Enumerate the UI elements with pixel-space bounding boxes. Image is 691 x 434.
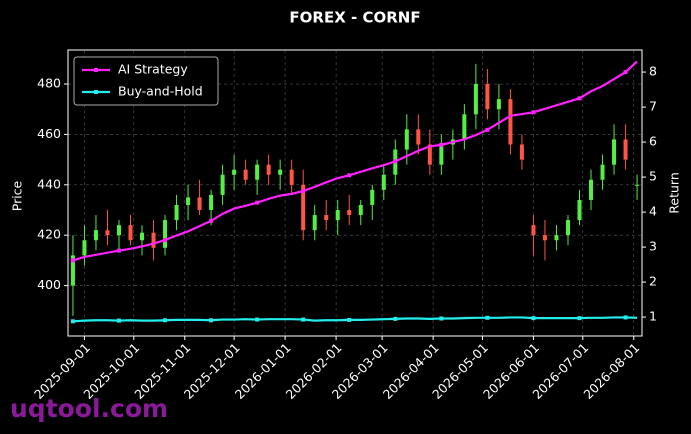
candle-body [519,144,524,160]
series-marker [485,315,490,320]
y-axis-label: Price [10,180,25,211]
candle-body [255,164,260,180]
candle-body [347,210,352,216]
candle-body [128,225,133,241]
legend-marker [94,90,98,94]
series-marker [531,110,536,115]
series-marker [209,218,214,223]
candle-body [312,215,317,231]
legend-label: AI Strategy [118,62,188,77]
candle-body [508,99,513,145]
y2-tick-label: 4 [649,204,657,219]
candle-body [151,232,156,248]
series-marker [209,318,214,323]
y2-tick-label: 3 [649,239,657,254]
candle-body [209,194,214,211]
chart-title: FOREX - CORNF [289,9,420,27]
watermark: uqtool.com [10,394,168,423]
series-marker [531,316,536,321]
candle-body [462,114,467,140]
candle-body [116,225,122,236]
y2-tick-label: 1 [649,309,657,324]
candle-body [163,220,168,248]
series-marker [255,317,260,322]
candle-body [174,204,179,221]
legend-marker [94,68,98,72]
series-marker [116,318,121,323]
y2-tick-label: 7 [649,99,657,114]
y2-tick-label: 8 [649,64,657,79]
candle-body [612,139,617,165]
candle-body [335,210,340,221]
series-marker [577,96,582,101]
series-marker [439,316,444,321]
candle-body [600,164,605,180]
candle-body [577,199,582,221]
candle-body [197,197,202,211]
y2-tick-label: 2 [649,274,657,289]
y-tick-label: 480 [37,76,61,91]
candle-body [301,184,306,231]
series-marker [70,258,75,263]
series-marker [623,315,628,320]
candle-body [324,215,329,221]
candle-body [473,84,478,115]
candle-body [635,184,640,186]
series-marker [301,317,306,322]
candle-body [427,144,432,165]
y2-axis-label: Return [667,172,682,213]
candle-body [588,179,594,200]
candle-body [186,197,191,205]
plot-frame [67,49,643,337]
y-tick-label: 420 [37,227,61,242]
candle-body [565,220,571,236]
series-marker [623,70,628,75]
candle-body [381,174,386,190]
series-marker [70,319,75,324]
series-marker [393,159,398,164]
candle-body [554,235,559,241]
candle-body [105,230,110,236]
candle-body [531,225,536,236]
series-marker [577,316,582,321]
candle-body [266,164,271,175]
candle-body [370,189,375,205]
y-tick-label: 460 [37,126,61,141]
candle-body [496,99,501,110]
candle-body [232,169,237,175]
legend-label: Buy-and-Hold [118,84,203,99]
series-marker [163,238,168,243]
series-marker [255,200,260,205]
series-marker [347,173,352,178]
candle-body [289,169,294,185]
y-tick-label: 400 [37,277,61,292]
series-marker [485,127,490,132]
y2-tick-label: 6 [649,134,657,149]
y-tick-label: 440 [37,176,61,191]
candle-body [485,84,490,110]
candle-body [220,174,225,195]
candle-body [278,169,283,175]
candle-body [82,240,87,256]
series-marker [301,189,306,194]
candle-body [623,139,628,160]
candle-body [358,204,363,216]
series-marker [347,317,352,322]
candle-body [416,129,421,145]
candle-body [404,129,409,150]
candle-body [243,169,248,180]
candle-body [70,255,75,286]
candle-body [139,232,145,241]
candle-body [93,230,98,241]
series-marker [439,142,444,147]
y2-tick-label: 5 [649,169,657,184]
series-marker [116,248,121,253]
series-marker [163,318,168,323]
series-marker [393,316,398,321]
candle-body [542,235,547,241]
candle-body [439,144,444,165]
